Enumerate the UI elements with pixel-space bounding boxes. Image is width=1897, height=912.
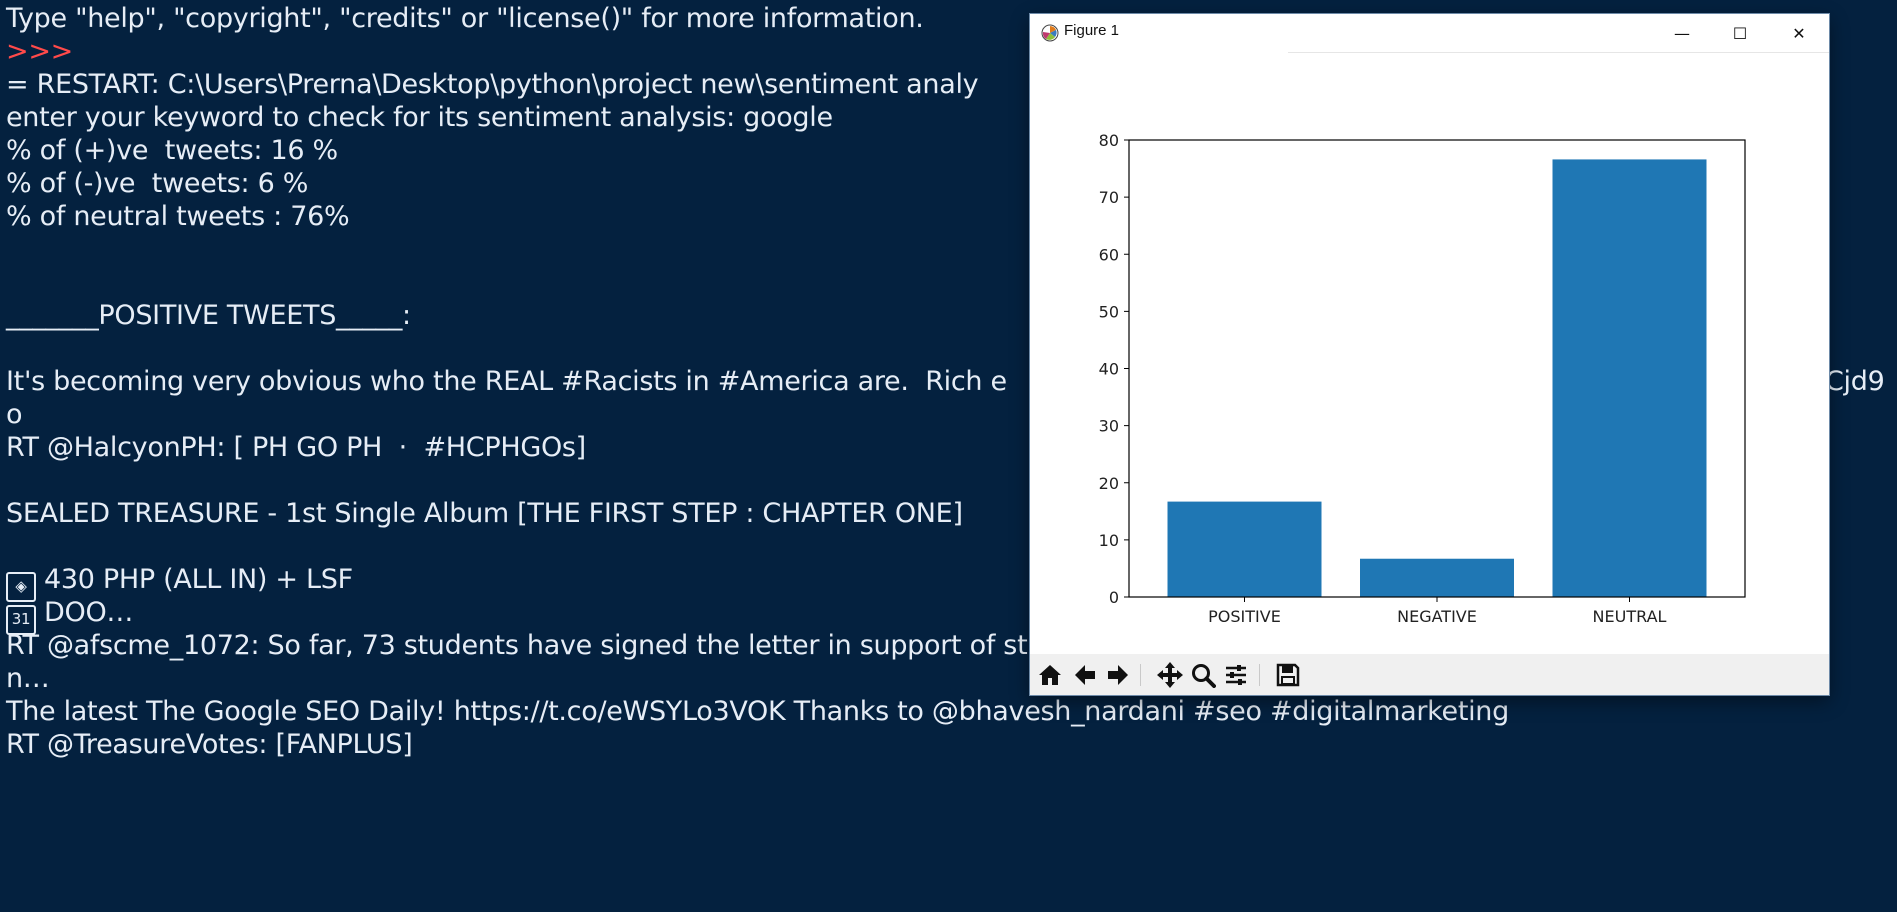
tweet-line: RT @TreasureVotes: [FANPLUS] [6,729,413,760]
y-tick-label: 30 [1099,417,1119,436]
shell-prompt: >>> [6,36,82,67]
y-tick-label: 60 [1099,245,1119,264]
tweet-line: SEALED TREASURE - 1st Single Album [THE … [6,498,963,529]
tweet-line: It's becoming very obvious who the REAL … [6,366,1007,397]
y-tick-label: 10 [1099,531,1119,550]
y-tick-label: 80 [1099,131,1119,150]
x-tick-label: NEUTRAL [1593,607,1667,626]
home-icon[interactable] [1034,659,1066,691]
tweet-line-text: 430 PHP (ALL IN) + LSF [44,564,353,595]
forward-arrow-icon[interactable] [1102,659,1134,691]
tweet-line-overflow: Cjd9 [1825,366,1885,397]
chart-bar [1552,159,1707,598]
figure-titlebar[interactable]: Figure 1 — ☐ ✕ [1030,14,1829,52]
chart-bar [1360,558,1514,597]
calendar-icon: 31 [6,605,36,635]
save-icon[interactable] [1272,659,1304,691]
chart-canvas[interactable]: POSITIVE NEGATIVE NEUTRAL 0 10 20 30 40 50 60 70 80 [1030,54,1829,666]
toolbar-separator [1259,664,1260,686]
neutral-percent-line: % of neutral tweets : 76% [6,201,350,232]
minimize-button[interactable]: — [1674,23,1690,43]
x-tick-label: NEGATIVE [1397,607,1477,626]
tweet-line: RT @HalcyonPH: [ PH GO PH · #HCPHGOs] [6,432,586,463]
x-tick-label: POSITIVE [1208,607,1281,626]
matplotlib-logo-icon [1041,24,1059,42]
titlebar-divider [1288,52,1829,53]
chart-bar [1167,501,1322,597]
ticket-icon: ◈ [6,572,36,602]
y-tick-label: 70 [1099,188,1119,207]
back-arrow-icon[interactable] [1069,659,1101,691]
configure-subplots-icon[interactable] [1220,659,1252,691]
tweet-line-text: DOO… [44,597,134,628]
tweet-line-wrap: o [6,399,23,430]
bar-chart: POSITIVE NEGATIVE NEUTRAL 0 10 20 30 40 50 60 70 80 [1099,131,1746,626]
tweet-line: The latest The Google SEO Daily! https:/… [6,696,1509,727]
positive-tweets-heading: _______POSITIVE TWEETS_____: [6,300,411,331]
positive-percent-line: % of (+)ve tweets: 16 % [6,135,338,166]
shell-banner-line: Type "help", "copyright", "credits" or "… [6,3,924,34]
y-tick-label: 40 [1099,360,1119,379]
figure-window[interactable]: Figure 1 — ☐ ✕ POSITIVE NEGATIVE NEUTRAL 0 1… [1030,14,1829,695]
tweet-line-wrap: n… [6,663,50,694]
toolbar-separator [1140,664,1141,686]
shell-input-line: enter your keyword to check for its sent… [6,102,833,133]
y-tick-label: 50 [1099,302,1119,321]
zoom-icon[interactable] [1187,659,1219,691]
y-tick-label: 0 [1109,588,1119,607]
shell-restart-line: = RESTART: C:\Users\Prerna\Desktop\pytho… [6,69,979,100]
tweet-line: 31 DOO… [6,593,133,635]
pan-icon[interactable] [1154,659,1186,691]
figure-title: Figure 1 [1064,22,1120,39]
axes-frame [1128,139,1746,598]
maximize-button[interactable]: ☐ [1732,23,1748,43]
y-tick-label: 20 [1099,474,1119,493]
negative-percent-line: % of (-)ve tweets: 6 % [6,168,309,199]
figure-toolbar [1030,654,1829,695]
tweet-line: ◈ 430 PHP (ALL IN) + LSF [6,560,353,602]
close-button[interactable]: ✕ [1792,23,1806,43]
